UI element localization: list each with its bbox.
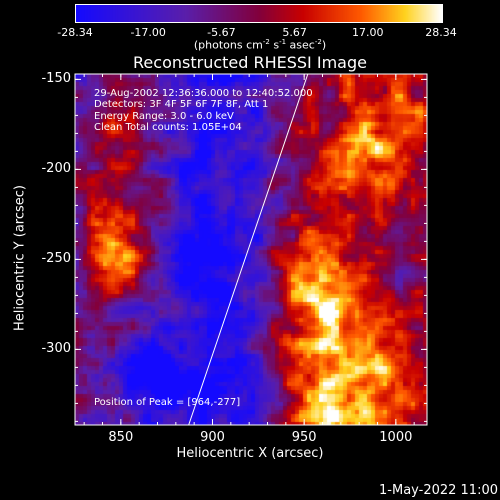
solar-limb-line bbox=[188, 73, 309, 426]
colorbar-units: (photons cm-2 s-1 asec-2) bbox=[193, 38, 327, 52]
x-tick-label: 900 bbox=[200, 430, 225, 445]
info-peak: Position of Peak = [964,-277] bbox=[94, 397, 241, 408]
colorbar-tick-label: -17.00 bbox=[130, 26, 166, 39]
heatmap-image bbox=[75, 74, 427, 425]
x-tick-label: 1000 bbox=[379, 430, 413, 445]
colorbar bbox=[75, 4, 443, 23]
y-tick-label: -150 bbox=[41, 71, 71, 87]
footer-date: 1-May-2022 11:00 bbox=[379, 483, 498, 498]
x-axis-label: Heliocentric X (arcsec) bbox=[176, 446, 324, 461]
x-tick-label: 850 bbox=[108, 430, 134, 445]
colorbar-tick-label: -5.67 bbox=[207, 26, 236, 39]
colorbar-tick-label: 5.67 bbox=[282, 26, 307, 39]
chart-title: Reconstructed RHESSI Image bbox=[133, 53, 367, 72]
y-tick-label: -200 bbox=[41, 161, 71, 177]
colorbar-tick-label: -28.34 bbox=[57, 26, 93, 39]
y-tick-label: -250 bbox=[41, 251, 71, 267]
plot-border bbox=[74, 73, 428, 426]
colorbar-tick-label: 28.34 bbox=[425, 26, 457, 39]
y-axis-label: Heliocentric Y (arcsec) bbox=[12, 185, 28, 331]
y-tick-label: -300 bbox=[41, 341, 71, 357]
x-tick-label: 950 bbox=[291, 430, 317, 445]
info-time: 29-Aug-2002 12:36:36.000 to 12:40:52.000 bbox=[94, 88, 313, 99]
info-clean: Clean Total counts: 1.05E+04 bbox=[94, 122, 242, 133]
colorbar-tick-label: 17.00 bbox=[352, 26, 384, 39]
info-detectors: Detectors: 3F 4F 5F 6F 7F 8F, Att 1 bbox=[94, 99, 269, 110]
info-energy: Energy Range: 3.0 - 6.0 keV bbox=[94, 111, 234, 122]
